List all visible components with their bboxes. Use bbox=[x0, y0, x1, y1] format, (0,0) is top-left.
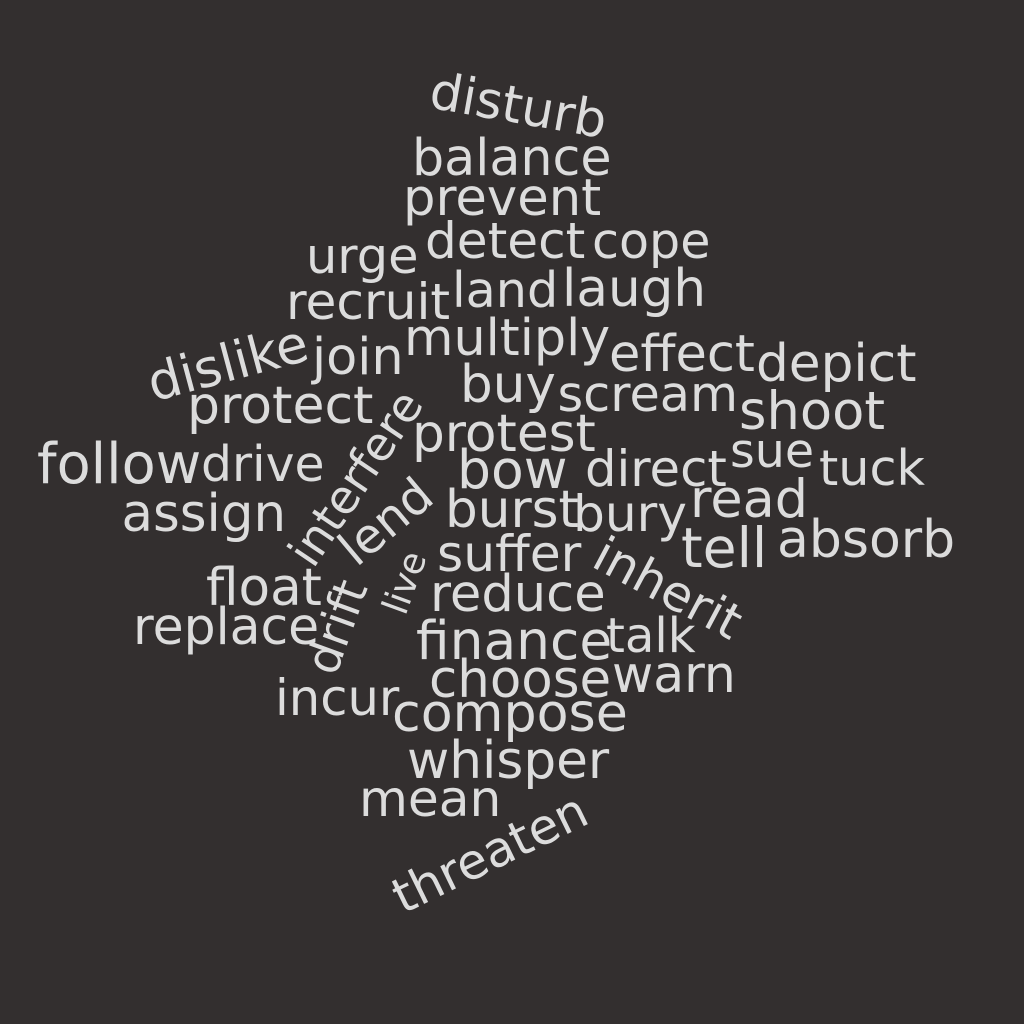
word-sue: sue bbox=[730, 424, 815, 479]
word-reduce: reduce bbox=[430, 564, 606, 624]
word-warn: warn bbox=[612, 645, 736, 704]
word-choose: choose bbox=[429, 649, 612, 710]
word-bow: bow bbox=[457, 438, 568, 501]
word-urge: urge bbox=[306, 226, 419, 285]
word-whisper: whisper bbox=[407, 731, 610, 791]
word-tuck: tuck bbox=[819, 438, 925, 497]
word-absorb: absorb bbox=[777, 510, 956, 570]
word-protect: protect bbox=[187, 376, 374, 436]
word-shoot: shoot bbox=[739, 380, 885, 442]
word-read: read bbox=[690, 469, 808, 530]
word-cope: cope bbox=[592, 211, 711, 270]
word-talk: talk bbox=[606, 608, 696, 664]
word-follow: follow bbox=[37, 432, 202, 497]
word-join: join bbox=[312, 327, 404, 387]
word-float: float bbox=[206, 558, 322, 618]
word-protest: protest bbox=[412, 404, 596, 464]
word-mean: mean bbox=[359, 769, 502, 828]
word-tell: tell bbox=[681, 516, 768, 581]
word-land: land bbox=[452, 260, 559, 319]
word-bury: bury bbox=[573, 484, 688, 543]
word-effect: effect bbox=[609, 324, 755, 384]
word-recruit: recruit bbox=[286, 272, 451, 331]
word-finance: finance bbox=[416, 608, 613, 672]
word-detect: detect bbox=[425, 211, 586, 270]
word-drive: drive bbox=[201, 435, 325, 493]
word-replace: replace bbox=[133, 597, 320, 656]
word-laugh: laugh bbox=[562, 259, 707, 319]
word-scream: scream bbox=[557, 364, 739, 423]
word-multiply: multiply bbox=[404, 307, 611, 367]
word-direct: direct bbox=[585, 440, 727, 498]
word-balance: balance bbox=[412, 127, 612, 187]
word-depict: depict bbox=[756, 334, 917, 394]
word-compose: compose bbox=[392, 684, 628, 744]
word-suffer: suffer bbox=[437, 524, 582, 583]
word-assign: assign bbox=[121, 483, 287, 544]
word-burst: burst bbox=[445, 480, 579, 540]
word-incur: incur bbox=[275, 669, 400, 727]
word-buy: buy bbox=[460, 355, 556, 415]
word-prevent: prevent bbox=[403, 167, 602, 228]
